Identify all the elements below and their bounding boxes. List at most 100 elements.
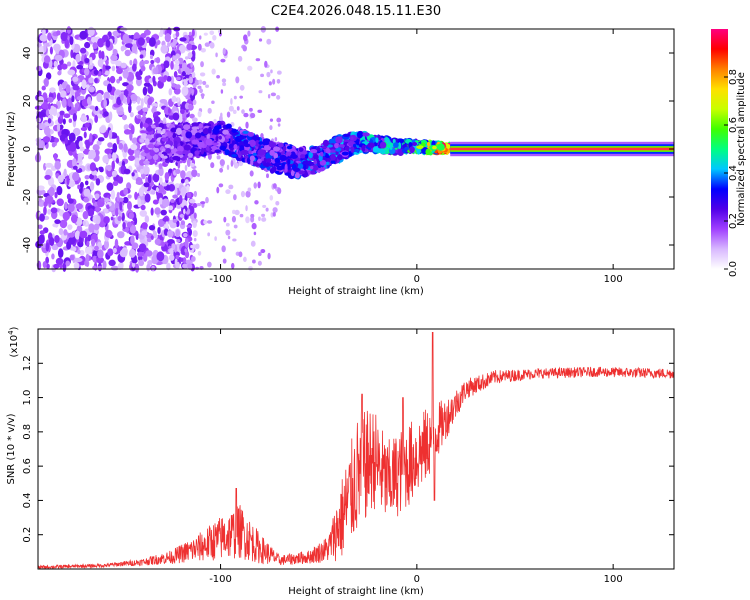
spectrogram-cell <box>74 230 81 240</box>
spectrogram-cell <box>180 178 185 184</box>
spectrogram-cell <box>89 173 95 180</box>
spectrogram-cell <box>231 140 236 146</box>
spectrogram-x-tick-label: -100 <box>209 274 232 285</box>
spectrogram-cell <box>36 65 42 72</box>
spectrogram-cell <box>132 63 137 72</box>
snr-y-scale-close: ) <box>9 326 20 330</box>
spectrogram-cell <box>276 78 281 84</box>
spectrogram-cell <box>136 96 141 105</box>
spectrogram-cell <box>93 223 100 231</box>
spectrogram-cell <box>209 42 215 49</box>
spectrogram-cell <box>96 113 104 119</box>
spectrogram-cell <box>79 249 85 256</box>
spectrogram-cell <box>112 180 119 186</box>
spectrogram-cell <box>203 219 208 225</box>
spectrogram-cell <box>131 137 139 144</box>
spectrogram-cell <box>66 26 72 34</box>
spectrogram-cell <box>120 45 125 52</box>
spectrogram-cell <box>193 190 198 198</box>
spectrogram-cell <box>112 170 118 177</box>
spectrogram-y-tick-label: -20 <box>22 189 33 205</box>
spectrogram-cell <box>175 168 181 174</box>
spectrogram-cell <box>112 247 117 253</box>
spectrogram-cell <box>72 246 77 252</box>
spectrogram-cell <box>330 160 336 164</box>
spectrogram-cell <box>61 81 67 89</box>
spectrogram-cell <box>66 175 70 186</box>
spectrogram-cell <box>183 208 186 215</box>
spectrogram-cell <box>107 248 114 256</box>
spectrogram-cell <box>251 222 257 230</box>
spectrogram-cell <box>275 201 280 206</box>
spectrogram-cell <box>217 29 222 34</box>
spectrogram-cell <box>273 146 281 152</box>
spectrogram-cell <box>54 160 61 170</box>
spectrogram-cell <box>268 81 272 86</box>
spectrogram-cell <box>57 174 64 183</box>
spectrogram-y-tick-label: -40 <box>22 237 33 253</box>
spectrogram-cell <box>172 33 177 39</box>
spectrogram-cell <box>43 55 51 64</box>
spectrogram-cell <box>45 242 50 252</box>
spectrogram-cell <box>310 149 318 154</box>
spectrogram-cell <box>96 140 102 146</box>
spectrogram-cell <box>39 213 45 222</box>
colorbar-tick-label: 0.4 <box>728 165 739 181</box>
spectrogram-cell <box>141 230 148 236</box>
spectrogram-cell <box>188 76 193 84</box>
spectrogram-cell <box>157 218 165 228</box>
spectrogram-cell <box>140 33 147 39</box>
spectrogram-cell <box>42 27 46 37</box>
spectrogram-cell <box>77 184 81 190</box>
spectrogram-cell <box>49 46 53 55</box>
spectrogram-cell <box>59 110 65 116</box>
spectrogram-cell <box>158 166 164 177</box>
spectrogram-cell <box>245 216 250 224</box>
spectrogram-cell <box>88 86 95 93</box>
spectrogram-cell <box>68 132 76 143</box>
spectrogram-cell <box>356 131 363 139</box>
spectrogram-cell <box>231 262 235 269</box>
spectrogram-cell <box>150 190 156 195</box>
spectrogram-cell <box>190 244 194 249</box>
spectrogram-cell <box>225 135 231 139</box>
spectrogram-cell <box>379 149 386 154</box>
spectrogram-cell <box>199 35 202 40</box>
spectrogram-cell <box>123 187 129 196</box>
spectrogram-cell <box>143 60 150 65</box>
spectrogram-cell <box>191 117 198 123</box>
spectrogram-cell <box>128 104 132 114</box>
spectrogram-cell <box>270 92 277 97</box>
spectrogram-cell <box>56 123 61 132</box>
spectrogram-cell <box>187 263 193 270</box>
spectrogram-cell <box>187 52 193 59</box>
spectrogram-cell <box>303 169 308 178</box>
spectrogram-cell <box>150 235 154 240</box>
spectrogram-cell <box>404 146 410 151</box>
spectrogram-cell <box>147 174 152 184</box>
spectrogram-cell <box>125 38 133 44</box>
spectrogram-cell <box>334 142 340 149</box>
spectrogram-cell <box>225 189 231 195</box>
spectrogram-cell <box>274 137 278 142</box>
spectrogram-cell <box>206 220 213 224</box>
spectrogram-cell <box>166 75 172 82</box>
spectrogram-cell <box>103 98 107 108</box>
spectrogram-cell <box>164 144 171 149</box>
spectrogram-cell <box>39 230 46 235</box>
spectrogram-cell <box>350 146 355 153</box>
spectrogram-cell <box>284 163 288 172</box>
spectrogram-cell <box>200 61 204 68</box>
spectrogram-cell <box>225 222 230 227</box>
colorbar-tick-label: 0.0 <box>728 261 739 277</box>
spectrogram-cell <box>193 212 197 219</box>
spectrogram-cell <box>126 221 132 228</box>
spectrogram-cell <box>220 58 226 63</box>
spectrogram-cell <box>232 109 237 114</box>
spectrogram-cell <box>242 130 249 134</box>
spectrogram-cell <box>180 220 186 226</box>
spectrogram-cell <box>80 115 88 123</box>
spectrogram-cell <box>84 180 89 186</box>
spectrogram-cell <box>67 203 75 213</box>
spectrogram-cell <box>130 235 135 245</box>
